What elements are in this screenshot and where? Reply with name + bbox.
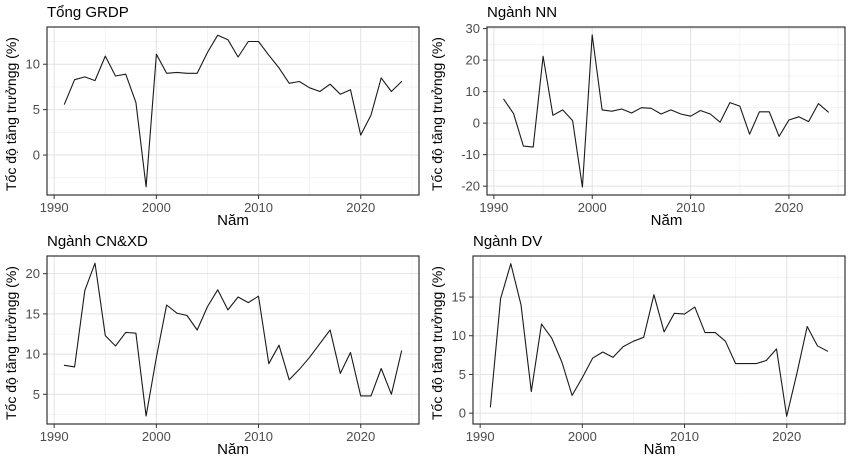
svg-text:5: 5 xyxy=(33,387,40,402)
subplot-nganh-nn: Tốc độ tăng trưởngg (%) Ngành NN 1990 200… xyxy=(426,0,853,229)
chart-panel: 1990 2000 2010 2020 -20 -10 0 10 20 30 xyxy=(461,24,846,214)
plot-column: Tổng GRDP 1990 2000 2010 2020 0 5 10 Năm xyxy=(22,0,426,229)
x-axis-label: Năm xyxy=(643,441,676,458)
svg-text:2010: 2010 xyxy=(244,429,273,443)
svg-text:0: 0 xyxy=(33,148,40,163)
chart-panel: 1990 2000 2010 2020 0 5 10 15 xyxy=(452,255,846,443)
svg-text:2000: 2000 xyxy=(568,429,597,443)
plot-column: Ngành CN&XD 1990 2000 2010 2020 5 10 15 20 Năm xyxy=(22,229,426,458)
svg-text:10: 10 xyxy=(452,328,466,343)
y-axis-label: Tốc độ tăng trưởngg (%) xyxy=(3,37,19,192)
chart-panel: 1990 2000 2010 2020 5 10 15 20 xyxy=(26,255,420,443)
x-axis-label: Năm xyxy=(650,212,683,229)
svg-text:10: 10 xyxy=(26,57,40,72)
svg-text:2010: 2010 xyxy=(676,200,705,214)
x-axis-label: Năm xyxy=(217,212,249,229)
y-axis-label: Tốc độ tăng trưởngg (%) xyxy=(3,266,19,421)
y-axis-label: Tốc độ tăng trưởngg (%) xyxy=(429,37,445,192)
subplot-nganh-cnxd: Tốc độ tăng trưởngg (%) Ngành CN&XD 1990… xyxy=(0,229,426,458)
svg-text:5: 5 xyxy=(33,102,40,117)
svg-text:2020: 2020 xyxy=(346,429,375,443)
svg-text:2020: 2020 xyxy=(774,200,803,214)
svg-text:2000: 2000 xyxy=(142,200,171,214)
svg-text:15: 15 xyxy=(26,306,40,321)
chart-title: Ngành CN&XD xyxy=(47,233,148,250)
x-axis-label: Năm xyxy=(217,441,249,458)
svg-text:20: 20 xyxy=(26,266,40,281)
svg-text:10: 10 xyxy=(466,84,480,99)
svg-text:5: 5 xyxy=(459,367,466,382)
svg-text:20: 20 xyxy=(466,53,480,68)
svg-text:2000: 2000 xyxy=(578,200,607,214)
chart-title: Tổng GRDP xyxy=(47,4,129,21)
svg-text:2010: 2010 xyxy=(244,200,273,214)
svg-text:2020: 2020 xyxy=(346,200,375,214)
plot-column: Ngành NN 1990 2000 2010 2020 -20 -10 0 10 20 30 N… xyxy=(448,0,853,229)
svg-text:0: 0 xyxy=(459,406,466,421)
svg-text:2020: 2020 xyxy=(772,429,801,443)
subplot-tong-grdp: Tốc độ tăng trưởngg (%) Tổng GRDP 1990 20… xyxy=(0,0,426,229)
svg-text:1990: 1990 xyxy=(40,200,69,214)
svg-text:2000: 2000 xyxy=(142,429,171,443)
svg-text:-20: -20 xyxy=(461,179,480,194)
svg-text:30: 30 xyxy=(466,24,480,36)
svg-text:0: 0 xyxy=(473,116,480,131)
chart-panel: 1990 2000 2010 2020 0 5 10 xyxy=(26,26,420,214)
svg-text:10: 10 xyxy=(26,347,40,362)
svg-text:15: 15 xyxy=(452,290,466,305)
svg-text:1990: 1990 xyxy=(479,200,508,214)
y-axis-label: Tốc độ tăng trưởngg (%) xyxy=(429,266,445,421)
chart-title: Ngành DV xyxy=(473,233,543,250)
svg-text:2010: 2010 xyxy=(670,429,699,443)
chart-title: Ngành NN xyxy=(487,4,558,21)
svg-text:1990: 1990 xyxy=(466,429,495,443)
svg-text:1990: 1990 xyxy=(40,429,69,443)
subplot-nganh-dv: Tốc độ tăng trưởngg (%) Ngành DV 1990 200… xyxy=(426,229,853,458)
svg-text:-10: -10 xyxy=(461,147,480,162)
plot-column: Ngành DV 1990 2000 2010 2020 0 5 10 15 Năm xyxy=(448,229,853,458)
